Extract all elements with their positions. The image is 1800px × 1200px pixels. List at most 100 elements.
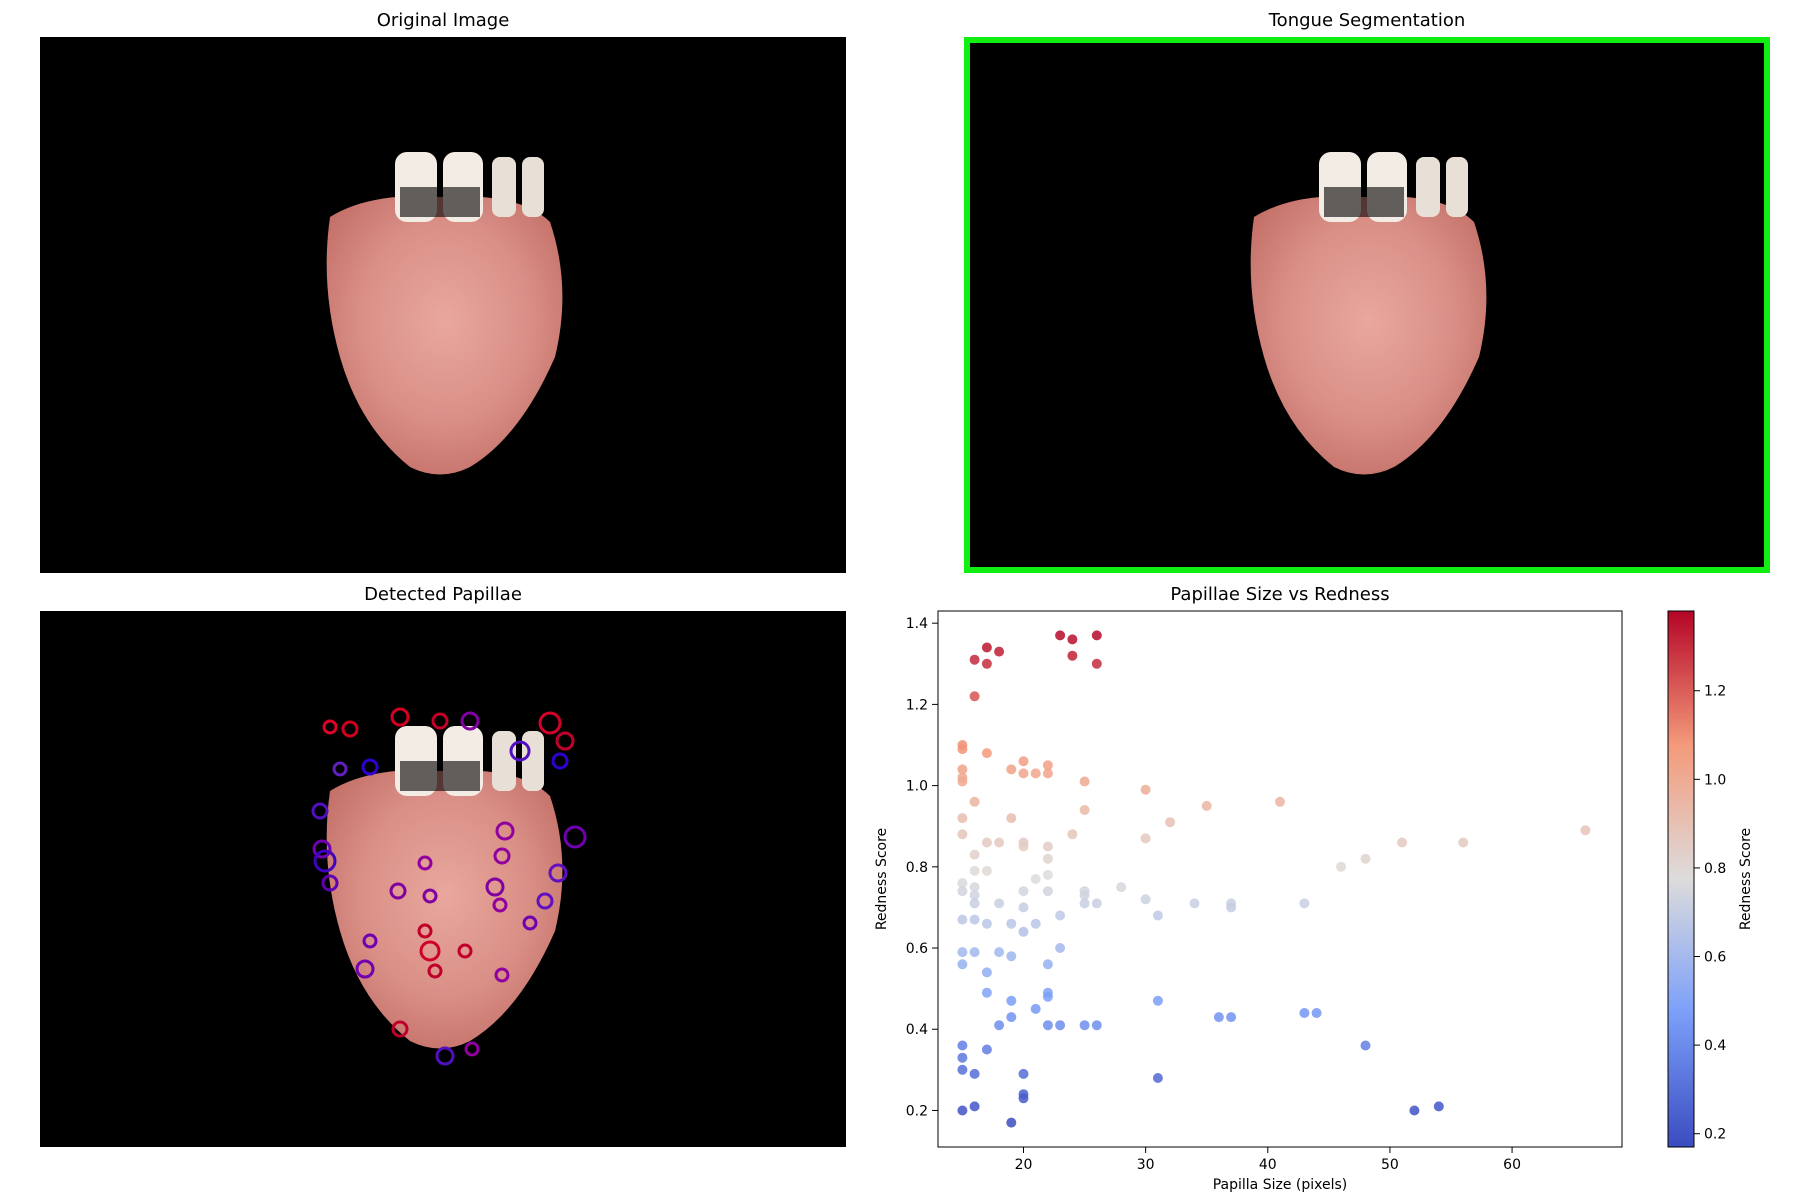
data-point (957, 878, 968, 889)
data-point (1079, 776, 1090, 787)
data-point (1055, 910, 1066, 921)
segmentation-frame (964, 37, 1770, 573)
original-image-title: Original Image (376, 10, 510, 31)
data-point (1018, 926, 1029, 937)
y-tick-label: 1.4 (906, 616, 928, 632)
data-point (1042, 760, 1053, 771)
colorbar-tick-label: 1.0 (1704, 772, 1726, 788)
y-tick-label: 0.4 (906, 1022, 928, 1038)
papillae-markers (311, 707, 587, 1066)
data-point (1140, 833, 1151, 844)
data-point (1397, 837, 1408, 848)
data-point (1006, 764, 1017, 775)
data-point (957, 764, 968, 775)
data-point (1152, 995, 1163, 1006)
data-point (957, 829, 968, 840)
data-point (969, 796, 980, 807)
data-point (1140, 894, 1151, 905)
data-point (1433, 1101, 1444, 1112)
data-point (994, 1020, 1005, 1031)
y-tick-label: 0.6 (906, 941, 928, 957)
data-point (1030, 874, 1041, 884)
data-point (1042, 841, 1053, 852)
data-point (994, 646, 1005, 657)
data-point (969, 1101, 980, 1112)
data-point (1006, 995, 1017, 1006)
data-point (957, 914, 968, 925)
data-point (1299, 1008, 1310, 1018)
data-point (1042, 886, 1053, 897)
data-point (969, 914, 980, 925)
colorbar (1667, 610, 1695, 1148)
data-point (957, 1040, 968, 1051)
data-point (994, 837, 1005, 848)
data-point (994, 898, 1005, 909)
data-point (957, 1052, 968, 1063)
papillae-title: Detected Papillae (364, 584, 522, 605)
data-point (1079, 805, 1090, 815)
data-point (969, 890, 980, 901)
data-point (1030, 768, 1041, 779)
data-point (1079, 1020, 1090, 1031)
data-point (969, 1068, 980, 1079)
data-point (981, 918, 992, 929)
data-point (1213, 1012, 1224, 1023)
data-point (1055, 943, 1066, 953)
data-point (1055, 1020, 1066, 1031)
data-point (981, 748, 992, 759)
data-point (1018, 768, 1029, 779)
colorbar-tick-label: 0.6 (1704, 950, 1726, 966)
data-point (957, 776, 968, 787)
data-point (1091, 658, 1102, 669)
colorbar-label: Redness Score (1738, 828, 1754, 930)
data-point (1152, 1073, 1163, 1083)
data-point (969, 849, 980, 860)
data-point (1091, 1020, 1102, 1031)
data-point (1006, 813, 1017, 824)
data-point (981, 987, 992, 998)
data-point (957, 813, 968, 824)
data-point (1152, 910, 1163, 921)
data-point (1067, 634, 1078, 645)
data-point (1091, 898, 1102, 909)
data-point (1042, 959, 1053, 970)
colorbar-tick-label: 0.4 (1704, 1038, 1726, 1054)
scatter-panel-title: Papillae Size vs Redness (1170, 584, 1390, 605)
data-point (957, 744, 968, 755)
data-point (957, 959, 968, 970)
data-point (1360, 1040, 1371, 1051)
data-point (1079, 898, 1090, 909)
data-point (981, 837, 992, 848)
data-point (969, 882, 980, 893)
data-point (981, 642, 992, 653)
data-point (1042, 1020, 1053, 1031)
plot-frame (937, 610, 1623, 1148)
data-point (969, 654, 980, 665)
data-point (1018, 902, 1029, 913)
data-point (981, 967, 992, 978)
x-axis-label: Papilla Size (pixels) (1213, 1177, 1348, 1193)
x-tick-label: 30 (1137, 1157, 1155, 1173)
data-point (1030, 1003, 1041, 1014)
x-tick-label: 20 (1015, 1157, 1033, 1173)
data-point (1140, 784, 1151, 795)
data-point (1360, 853, 1371, 864)
data-point (969, 947, 980, 958)
data-point (1299, 898, 1310, 909)
data-point (1006, 1117, 1017, 1128)
colorbar-tick-label: 1.2 (1704, 684, 1726, 700)
x-tick-label: 60 (1503, 1157, 1521, 1173)
data-point (1409, 1105, 1420, 1116)
data-point (1336, 861, 1347, 872)
data-point (1275, 796, 1285, 807)
x-tick-label: 50 (1381, 1157, 1399, 1173)
data-point (1042, 991, 1053, 1002)
colorbar-tick-label: 0.8 (1704, 861, 1726, 877)
data-point (1079, 890, 1090, 901)
data-point (957, 947, 968, 958)
data-point (981, 1044, 992, 1055)
colorbar-tick-label: 0.2 (1704, 1127, 1726, 1143)
original-image (40, 37, 846, 573)
tongue-shape (326, 196, 563, 475)
